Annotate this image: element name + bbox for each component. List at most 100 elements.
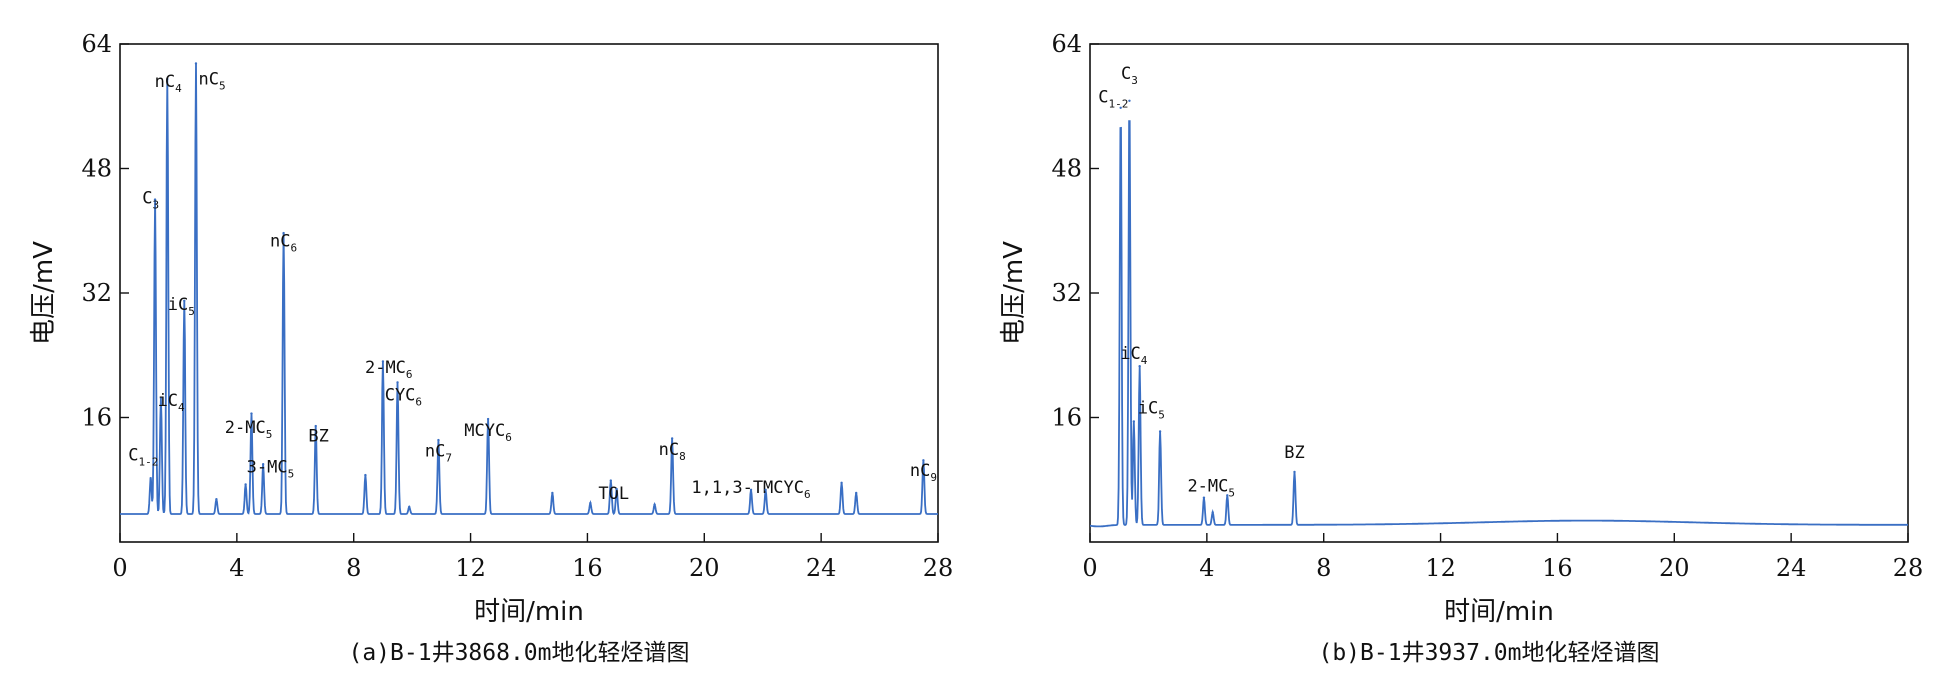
signal-trace [1090, 120, 1908, 528]
y-tick-label: 16 [81, 404, 112, 432]
peak-label: MCYC6 [464, 421, 512, 444]
x-axis-title: 时间/min [474, 597, 584, 627]
peak-point [364, 473, 367, 477]
y-axis-title: 电压/mV [999, 241, 1029, 345]
peak-label: nC4 [155, 72, 182, 95]
peak-point [166, 77, 169, 81]
panel-a: 0 4 8 12 16 20 24 2816324864时间/min电压/mVC1-2C3iC… [29, 30, 953, 666]
x-tick-label: 24 [806, 554, 837, 582]
x-tick-label: 16 [1542, 554, 1573, 582]
peak-label: C3 [142, 189, 159, 212]
signal-trace [120, 63, 938, 516]
x-tick-label: 8 [346, 554, 361, 582]
peak-label: C1-2 [1098, 87, 1128, 110]
peak-point [159, 396, 163, 400]
peak-point [244, 483, 247, 486]
peak-point [250, 412, 253, 415]
y-tick-label: 48 [81, 155, 112, 183]
peak-point [840, 481, 843, 485]
plot-frame [119, 43, 939, 543]
peak-point [149, 476, 152, 480]
x-tick-label: 20 [689, 554, 720, 582]
y-tick-label: 48 [1051, 155, 1082, 183]
x-tick-label: 24 [1776, 554, 1807, 582]
y-axis-title: 电压/mV [29, 241, 59, 345]
x-tick-label: 16 [572, 554, 603, 582]
peak-label: C1-2 [128, 445, 158, 468]
peak-label: 2-MC6 [365, 358, 413, 381]
plot-frame [1089, 43, 1909, 543]
x-tick-label: 4 [229, 554, 244, 582]
peak-label: CYC6 [385, 385, 422, 408]
x-tick-label: 28 [1893, 554, 1924, 582]
peak-point [749, 488, 753, 492]
x-tick-label: 0 [112, 554, 127, 582]
y-tick-label: 16 [1051, 404, 1082, 432]
y-tick-label: 64 [81, 30, 112, 58]
peak-point [215, 498, 218, 501]
peak-label: BZ [1284, 443, 1304, 463]
y-tick-label: 32 [1051, 279, 1082, 307]
x-tick-label: 12 [455, 554, 486, 582]
peak-point [855, 491, 858, 495]
peak-point [1226, 494, 1229, 497]
peak-point [1132, 420, 1136, 423]
peak-label: nC5 [198, 69, 225, 92]
peak-point [1119, 106, 1122, 110]
peak-label: nC7 [425, 441, 452, 464]
peak-point [615, 487, 618, 491]
peak-point [183, 299, 186, 302]
peak-label: 2-MC5 [1187, 476, 1235, 499]
x-tick-label: 20 [1659, 554, 1690, 582]
peak-label: iC4 [1120, 344, 1147, 367]
peak-point [437, 438, 440, 442]
peak-point [551, 491, 554, 495]
peak-point [1138, 364, 1141, 368]
peak-point [408, 505, 411, 509]
peak-point [153, 198, 157, 201]
panel-b: 0 4 8 12 16 20 24 2816324864时间/min电压/mVC1-2C3iC… [999, 30, 1923, 666]
x-tick-label: 0 [1082, 554, 1097, 582]
peak-point [1202, 496, 1206, 499]
x-tick-label: 12 [1425, 554, 1456, 582]
peak-label: 1,1,3-TMCYC6 [691, 478, 810, 501]
peak-label: BZ [308, 427, 328, 447]
x-tick-label: 28 [923, 554, 954, 582]
peak-point [381, 360, 385, 363]
peak-point [764, 488, 767, 492]
peak-label: nC9 [910, 461, 937, 484]
peak-point [282, 231, 285, 235]
peak-point [1211, 511, 1214, 514]
peak-label: nC6 [270, 231, 297, 254]
peak-point [922, 459, 925, 462]
peak-point [261, 462, 265, 466]
peak-label: iC4 [158, 391, 185, 414]
peak-point [589, 501, 592, 505]
peak-label: iC5 [1138, 399, 1165, 422]
peak-point [1293, 470, 1296, 474]
peak-label: 2-MC5 [225, 418, 273, 441]
peak-point [653, 503, 656, 506]
y-tick-label: 64 [1051, 30, 1082, 58]
y-tick-label: 32 [81, 279, 112, 307]
panel-caption: (a)B-1井3868.0m地化轻烃谱图 [348, 640, 689, 666]
peak-point [396, 381, 399, 384]
x-tick-label: 4 [1199, 554, 1214, 582]
peak-label: nC8 [659, 440, 686, 463]
x-axis-title: 时间/min [1444, 597, 1554, 627]
x-tick-label: 8 [1316, 554, 1331, 582]
peak-point [1128, 99, 1131, 103]
peak-point [194, 62, 198, 65]
peak-point [1158, 430, 1162, 433]
peak-point [314, 424, 317, 428]
peak-label: 3-MC5 [247, 458, 295, 481]
peak-label: TOL [598, 484, 629, 504]
peak-label: C3 [1121, 64, 1138, 87]
panel-caption: (b)B-1井3937.0m地化轻烃谱图 [1318, 640, 1659, 666]
peak-label: iC5 [168, 295, 195, 318]
peak-point [670, 437, 674, 440]
peak-point [609, 479, 612, 482]
peak-point [486, 417, 490, 421]
